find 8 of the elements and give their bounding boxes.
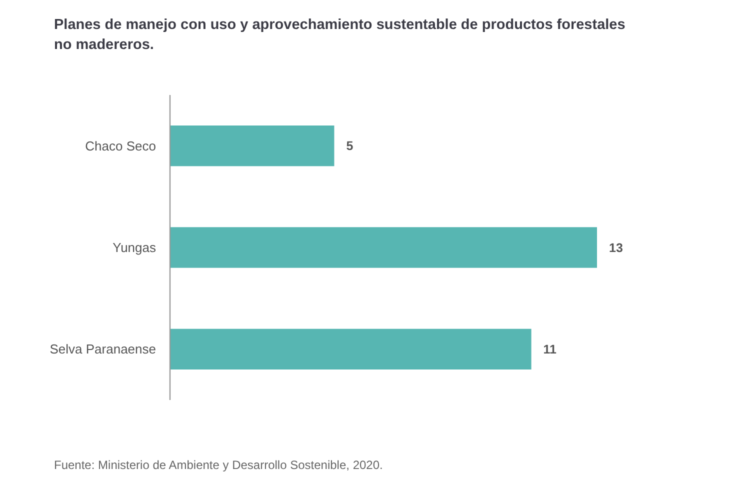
y-tick-label: Chaco Seco <box>85 138 156 154</box>
data-label: 5 <box>346 139 354 154</box>
data-label: 11 <box>543 342 557 357</box>
chart-title: Planes de manejo con uso y aprovechamiento sustentable de productos forestales no madereros. <box>54 17 626 53</box>
y-tick-label: Selva Paranaense <box>50 342 156 357</box>
source-note: Fuente: Ministerio de Ambiente y Desarrollo Sostenible, 2020. <box>54 458 383 472</box>
data-label: 13 <box>609 240 623 255</box>
y-tick-label: Yungas <box>112 240 156 256</box>
